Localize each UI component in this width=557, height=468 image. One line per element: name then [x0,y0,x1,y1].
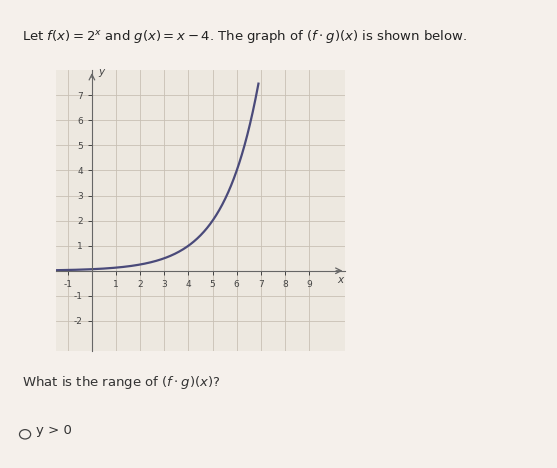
Text: y > 0: y > 0 [36,424,72,437]
Text: x: x [338,275,344,285]
Text: y: y [99,67,105,77]
Text: What is the range of $(f\cdot g)(x)$?: What is the range of $(f\cdot g)(x)$? [22,374,221,391]
Text: Let $f(x) = 2^x$ and $g(x) = x-4$. The graph of $(f\cdot g)(x)$ is shown below.: Let $f(x) = 2^x$ and $g(x) = x-4$. The g… [22,28,467,45]
